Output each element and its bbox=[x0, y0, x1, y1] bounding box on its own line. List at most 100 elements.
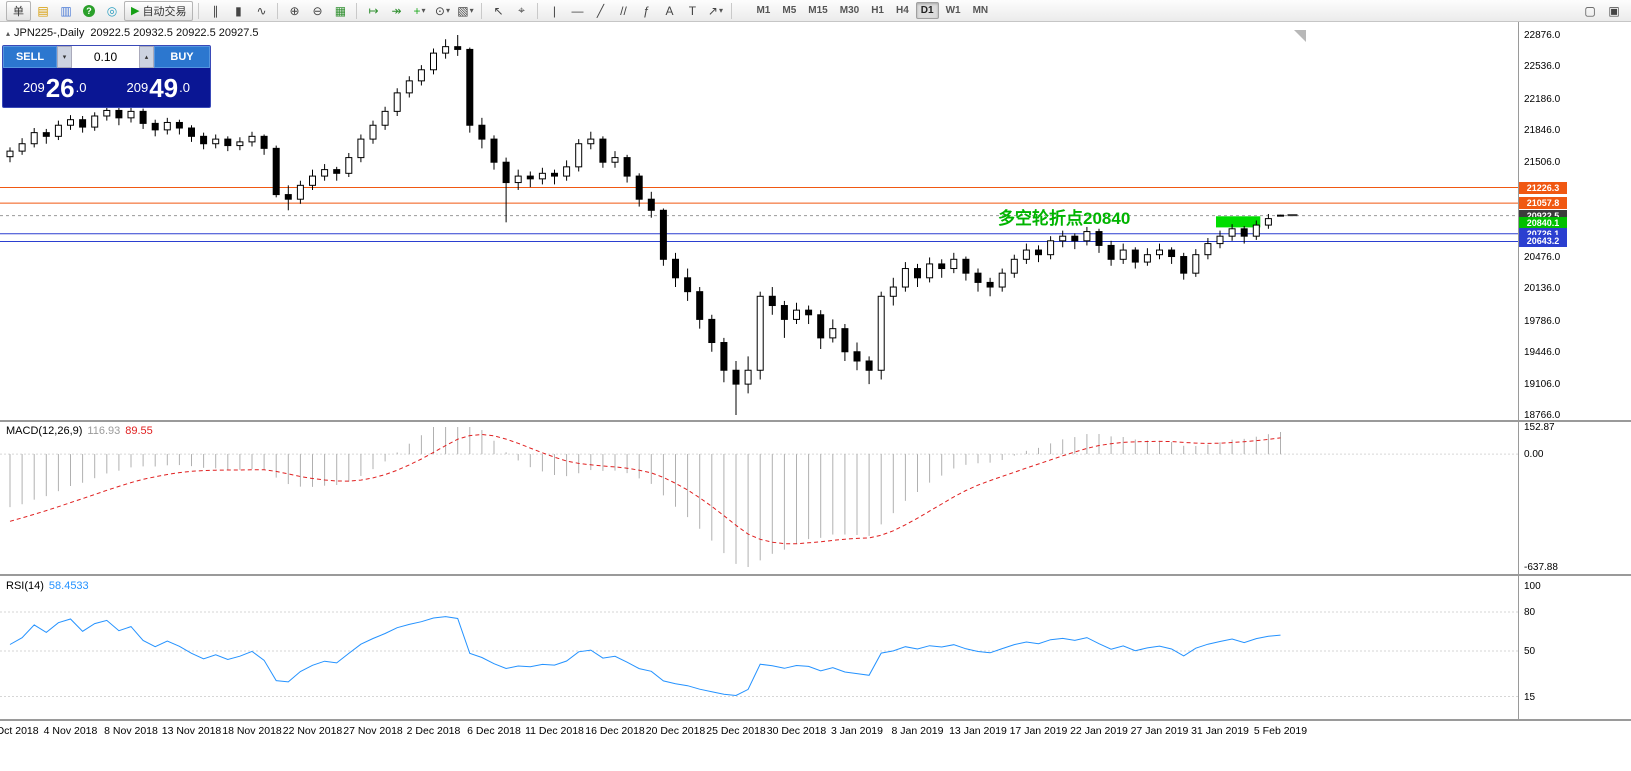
text-icon[interactable]: A bbox=[658, 1, 680, 21]
templates-icon[interactable]: ▧ ▾ bbox=[454, 1, 476, 21]
buy-price-suffix: .0 bbox=[179, 80, 190, 95]
timeframe-m15[interactable]: M15 bbox=[808, 5, 828, 16]
splitter-rsi-timeaxis[interactable] bbox=[0, 719, 1631, 721]
time-axis-label: 17 Jan 2019 bbox=[1009, 725, 1068, 737]
auto-scroll-icon[interactable]: ↦ bbox=[362, 1, 384, 21]
autotrading-button[interactable]: ▶ 自动交易 bbox=[124, 0, 194, 21]
price-tag-21057.8[interactable]: 21057.8 bbox=[1519, 197, 1567, 210]
rsi-label: RSI(14) 58.4533 bbox=[6, 580, 89, 592]
chart-shift-marker bbox=[1294, 30, 1306, 42]
window-list-icon[interactable]: ▣ bbox=[1608, 3, 1620, 18]
timeframe-m1[interactable]: M1 bbox=[756, 5, 771, 16]
templates-icon-glyph: ▧ bbox=[457, 3, 469, 18]
sell-price[interactable]: 209 26.0 bbox=[3, 75, 107, 101]
channel-icon[interactable]: // bbox=[612, 1, 634, 21]
sell-price-big-digits: 26 bbox=[45, 72, 75, 103]
top-toolbar: 单 ▤ ▥? ◎ ▶ 自动交易 ∥ ▮ ∿ ⊕ ⊖ ▦ ↦ ↠ + ▾ ⊙ ▾ ▧ ▾ ↖ ⌖ | — ╱//ƒ A T ↗ ▾ M1 M5… bbox=[0, 0, 1631, 22]
macd-signal-value: 89.55 bbox=[125, 425, 153, 437]
time-axis-label: 8 Jan 2019 bbox=[891, 725, 944, 737]
zoom-in-icon[interactable]: ⊕ bbox=[283, 1, 305, 21]
timeframe-mn[interactable]: MN bbox=[972, 5, 989, 16]
bar-chart-mode-icon-glyph: ∥ bbox=[212, 3, 219, 18]
line-chart-mode-icon[interactable]: ∿ bbox=[250, 1, 272, 21]
new-chart-icon[interactable]: ▤ bbox=[32, 1, 54, 21]
price-tag-21226.3[interactable]: 21226.3 bbox=[1519, 181, 1567, 194]
autotrading-button-glyph: ▶ bbox=[131, 5, 140, 17]
chart-title: ▴ JPN225-,Daily 20922.5 20932.5 20922.5 20… bbox=[6, 27, 259, 39]
zoom-out-icon[interactable]: ⊖ bbox=[306, 1, 328, 21]
volume-increase-button[interactable]: ▴ bbox=[139, 46, 154, 68]
buy-price[interactable]: 209 49.0 bbox=[107, 75, 211, 101]
ohlc-label: 20922.5 20932.5 20922.5 20927.5 bbox=[90, 27, 259, 39]
crosshair-icon[interactable]: ⌖ bbox=[510, 1, 532, 21]
timeframe-buttons: M1 M5 M15 M30 H1 H4 D1 W1 MN bbox=[751, 2, 993, 19]
new-order-button[interactable]: 单 bbox=[6, 0, 31, 21]
periods-icon[interactable]: ⊙ ▾ bbox=[431, 1, 453, 21]
indicators-icon-dropdown[interactable]: ▾ bbox=[421, 6, 426, 15]
toolbar-separator bbox=[277, 2, 279, 19]
collapse-triangle-icon[interactable]: ▴ bbox=[6, 29, 11, 38]
timeframe-m5[interactable]: M5 bbox=[782, 5, 797, 16]
line-chart-mode-icon-glyph: ∿ bbox=[256, 3, 267, 18]
bar-chart-mode-icon[interactable]: ∥ bbox=[204, 1, 226, 21]
label-icon-glyph: T bbox=[688, 3, 697, 18]
price-tag-20643.2[interactable]: 20643.2 bbox=[1519, 235, 1567, 248]
arrows-icon-dropdown[interactable]: ▾ bbox=[718, 6, 723, 15]
label-icon[interactable]: T bbox=[681, 1, 703, 21]
main-price-chart-svg[interactable] bbox=[0, 22, 1518, 420]
fibonacci-icon[interactable]: ƒ bbox=[635, 1, 657, 21]
chart-shift-icon[interactable]: ↠ bbox=[385, 1, 407, 21]
toolbar-separator bbox=[198, 2, 200, 19]
vertical-line-icon[interactable]: | bbox=[543, 1, 565, 21]
arrows-icon[interactable]: ↗ ▾ bbox=[704, 1, 726, 21]
indicators-icon-glyph: + bbox=[413, 3, 421, 18]
macd-main-value: 116.93 bbox=[87, 425, 121, 437]
splitter-macd-rsi[interactable] bbox=[0, 574, 1631, 576]
help-icon[interactable]: ? bbox=[78, 1, 100, 21]
time-axis-label: 25 Dec 2018 bbox=[706, 725, 766, 737]
periods-icon-dropdown[interactable]: ▾ bbox=[445, 6, 450, 15]
time-axis-label: 5 Feb 2019 bbox=[1253, 725, 1308, 737]
tile-windows-icon[interactable]: ▦ bbox=[329, 1, 351, 21]
rsi-axis-label: 80 bbox=[1524, 607, 1536, 618]
time-axis-label: 30 Dec 2018 bbox=[766, 725, 827, 737]
price-axis-label: 19446.0 bbox=[1524, 347, 1561, 359]
timeframe-h4[interactable]: H4 bbox=[895, 5, 909, 16]
toolbar-separator bbox=[731, 2, 733, 19]
rsi-panel-svg[interactable] bbox=[0, 577, 1518, 719]
new-window-icon[interactable]: ▢ bbox=[1584, 3, 1596, 18]
sell-price-prefix: 209 bbox=[23, 80, 45, 95]
trendline-icon[interactable]: ╱ bbox=[589, 1, 611, 21]
sell-button[interactable]: SELL bbox=[3, 46, 57, 68]
macd-axis-label: 0.00 bbox=[1524, 449, 1544, 461]
time-axis-label: 13 Jan 2019 bbox=[949, 725, 1007, 737]
buy-button[interactable]: BUY bbox=[154, 46, 210, 68]
horizontal-line-icon[interactable]: — bbox=[566, 1, 588, 21]
time-axis-label: 13 Nov 2018 bbox=[161, 725, 222, 737]
volume-decrease-button[interactable]: ▾ bbox=[57, 46, 72, 68]
macd-label: MACD(12,26,9) 116.93 89.55 bbox=[6, 425, 153, 437]
timeframe-w1[interactable]: W1 bbox=[945, 5, 961, 16]
time-axis-label: 3 Jan 2019 bbox=[831, 725, 883, 737]
price-tag-20840.1[interactable]: 20840.1 bbox=[1519, 217, 1567, 230]
highlight-zone[interactable] bbox=[1216, 216, 1261, 228]
profiles-icon[interactable]: ▥ bbox=[55, 1, 77, 21]
indicators-icon[interactable]: + ▾ bbox=[408, 1, 430, 21]
time-axis-label: 30 Oct 2018 bbox=[0, 725, 39, 737]
timeframe-d1[interactable]: D1 bbox=[915, 2, 939, 19]
chart-annotation: 多空轮折点20840 bbox=[998, 209, 1131, 228]
splitter-main-macd[interactable] bbox=[0, 420, 1631, 422]
volume-input[interactable] bbox=[72, 46, 139, 68]
macd-panel-svg[interactable] bbox=[0, 423, 1518, 573]
fibonacci-icon-glyph: ƒ bbox=[643, 3, 650, 18]
candlestick-mode-icon[interactable]: ▮ bbox=[227, 1, 249, 21]
templates-icon-dropdown[interactable]: ▾ bbox=[469, 6, 474, 15]
timeframe-h1[interactable]: H1 bbox=[871, 5, 884, 16]
cursor-icon[interactable]: ↖ bbox=[487, 1, 509, 21]
time-axis-label: 18 Nov 2018 bbox=[222, 725, 282, 737]
community-icon[interactable]: ◎ bbox=[101, 1, 123, 21]
timeframe-m30[interactable]: M30 bbox=[839, 5, 860, 16]
rsi-axis-label: 100 bbox=[1524, 581, 1541, 592]
